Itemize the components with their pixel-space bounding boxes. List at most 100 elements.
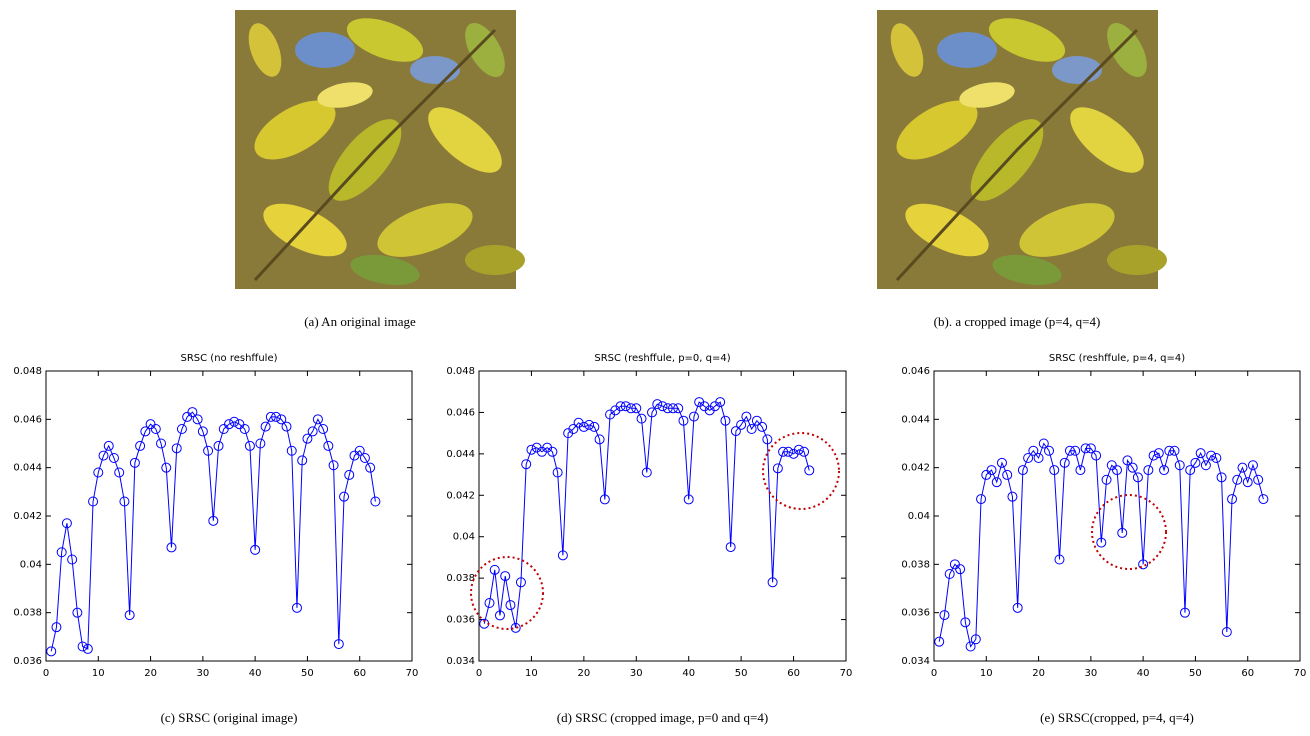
data-point: [667, 403, 678, 414]
data-point: [955, 564, 966, 575]
data-point: [213, 440, 224, 451]
y-tick-label: 0.044: [13, 463, 42, 474]
data-point: [1122, 455, 1133, 466]
data-point: [804, 465, 815, 476]
data-point: [939, 610, 950, 621]
x-tick-label: 10: [980, 668, 993, 679]
plot-area: [933, 370, 1301, 662]
data-point: [239, 424, 250, 434]
data-point: [1258, 494, 1269, 505]
data-point: [746, 424, 757, 434]
data-point: [1253, 474, 1264, 485]
data-point: [720, 415, 731, 426]
data-point: [730, 426, 741, 437]
data-point: [1127, 462, 1138, 473]
data-point: [1091, 450, 1102, 461]
data-line: [50, 411, 376, 652]
data-point: [140, 426, 151, 437]
plot-area: [478, 370, 847, 662]
data-point: [260, 421, 271, 432]
y-tick-label: 0.048: [13, 366, 42, 377]
y-tick-label: 0.046: [446, 407, 475, 418]
data-point: [578, 421, 589, 432]
data-point: [124, 610, 135, 621]
original-image: [233, 7, 527, 292]
chart-title: SRSC (reshffule, p=0, q=4): [594, 353, 730, 364]
data-point: [515, 577, 526, 588]
y-tick-label: 0.034: [446, 656, 475, 667]
data-point: [88, 496, 99, 507]
data-point: [1138, 559, 1149, 570]
data-point: [244, 440, 255, 451]
data-point: [715, 397, 726, 408]
highlight-circle: [470, 556, 544, 630]
data-point: [166, 542, 177, 553]
data-point: [1028, 445, 1039, 456]
data-point: [1132, 472, 1143, 483]
data-point: [82, 643, 93, 654]
data-point: [751, 415, 762, 426]
data-point: [339, 491, 350, 502]
x-tick-label: 40: [1137, 668, 1150, 679]
data-point: [1195, 448, 1206, 459]
data-point: [1012, 602, 1023, 613]
x-tick-label: 30: [630, 668, 643, 679]
data-point: [1174, 460, 1185, 471]
data-point: [970, 634, 981, 645]
data-point: [626, 403, 637, 414]
y-tick-label: 0.038: [901, 559, 930, 570]
data-point: [688, 411, 699, 422]
data-point: [208, 515, 219, 526]
plot-area: [45, 370, 413, 662]
data-point: [683, 494, 694, 505]
data-point: [93, 467, 104, 478]
data-point: [757, 421, 768, 432]
y-tick-label: 0.036: [13, 656, 42, 667]
data-point: [1044, 445, 1055, 456]
x-tick-label: 20: [577, 668, 590, 679]
data-point: [741, 411, 752, 422]
x-tick-label: 20: [1032, 668, 1045, 679]
data-point: [229, 416, 240, 427]
x-tick-label: 60: [1241, 668, 1254, 679]
data-point: [1143, 465, 1154, 476]
x-tick-label: 40: [249, 668, 262, 679]
data-point: [1080, 443, 1091, 454]
data-point: [1075, 465, 1086, 476]
y-tick-label: 0.042: [446, 490, 475, 501]
data-point: [281, 421, 292, 432]
data-point: [108, 453, 119, 463]
data-point: [547, 446, 558, 457]
data-point: [1216, 472, 1227, 483]
x-tick-label: 70: [406, 668, 419, 679]
data-point: [312, 414, 323, 425]
data-point: [934, 636, 945, 647]
chart-caption: (e) SRSC(cropped, p=4, q=4): [1040, 710, 1194, 725]
x-tick-label: 50: [301, 668, 314, 679]
data-point: [1159, 465, 1170, 476]
data-point: [156, 438, 167, 449]
data-point: [620, 401, 631, 412]
data-point: [1200, 460, 1211, 471]
x-tick-label: 0: [43, 668, 49, 679]
data-point: [370, 496, 381, 507]
data-point: [176, 424, 187, 434]
data-point: [568, 424, 579, 434]
data-point: [736, 419, 747, 430]
y-tick-label: 0.038: [446, 573, 475, 584]
data-point: [1054, 554, 1065, 565]
data-point: [114, 467, 125, 478]
highlight-circle: [1091, 494, 1167, 570]
data-point: [725, 542, 736, 553]
data-point: [129, 457, 140, 468]
data-point: [1049, 465, 1060, 476]
data-point: [652, 399, 663, 410]
data-point: [77, 641, 88, 652]
data-point: [255, 438, 266, 449]
chart-caption: (d) SRSC (cropped image, p=0 and q=4): [557, 710, 768, 725]
data-point: [489, 564, 500, 575]
x-tick-label: 20: [144, 668, 157, 679]
y-tick-label: 0.038: [13, 608, 42, 619]
data-point: [991, 477, 1002, 488]
